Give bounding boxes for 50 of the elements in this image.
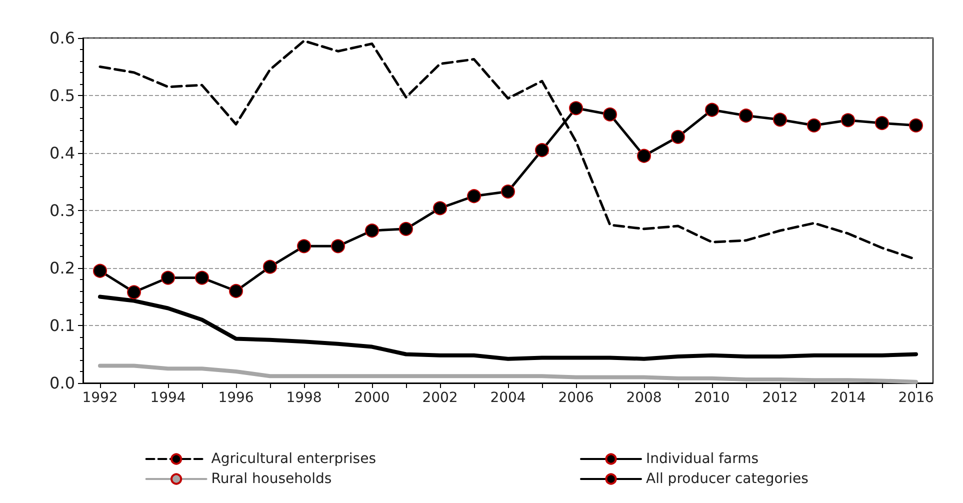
point — [807, 118, 821, 132]
point — [875, 116, 889, 130]
point — [433, 201, 447, 216]
point — [841, 113, 855, 128]
point — [467, 189, 481, 204]
x-tick-label: 2004 — [490, 390, 526, 406]
point — [399, 222, 413, 236]
point — [331, 239, 345, 254]
point — [297, 239, 311, 254]
point — [127, 285, 141, 300]
point — [705, 102, 719, 117]
point — [909, 118, 923, 132]
point — [773, 112, 787, 127]
y-tick-label: 0.2 — [50, 258, 75, 278]
x-tick-label: 1992 — [82, 390, 118, 406]
point — [535, 143, 549, 158]
point — [365, 224, 379, 238]
y-tick-label: 0.6 — [50, 28, 75, 48]
line-series — [98, 364, 918, 384]
point — [161, 270, 175, 285]
legend-label: All producer categories — [646, 471, 808, 487]
point — [637, 148, 651, 163]
x-tick-label: 2016 — [898, 390, 934, 406]
legend-label: Individual farms — [646, 451, 759, 467]
point — [263, 260, 277, 274]
point — [603, 107, 617, 122]
x-tick-label: 2014 — [830, 390, 866, 406]
x-tick-label: 2008 — [626, 390, 662, 406]
x-tick-label: 2002 — [422, 390, 458, 406]
point — [671, 130, 685, 144]
point — [739, 108, 753, 123]
legend-label: Agricultural enterprises — [211, 451, 376, 467]
y-tick-label: 0.5 — [50, 86, 75, 105]
x-tick-label: 1994 — [150, 390, 186, 406]
y-tick-label: 0.3 — [50, 201, 75, 220]
y-tick-label: 0.1 — [50, 316, 75, 335]
legend-label: Rural households — [211, 471, 332, 487]
y-tick-label: 0.4 — [50, 144, 75, 162]
x-tick-label: 2010 — [694, 390, 730, 406]
x-tick-label: 1996 — [218, 390, 254, 406]
point — [569, 101, 583, 116]
point — [229, 284, 243, 298]
point — [93, 264, 107, 278]
point — [195, 270, 209, 285]
y-tick-label: 0.0 — [50, 374, 75, 392]
point — [501, 184, 515, 199]
x-tick-label: 1998 — [286, 390, 322, 406]
x-tick-label: 2012 — [762, 390, 798, 406]
x-tick-label: 2000 — [354, 390, 390, 406]
x-tick-label: 2006 — [558, 390, 594, 406]
